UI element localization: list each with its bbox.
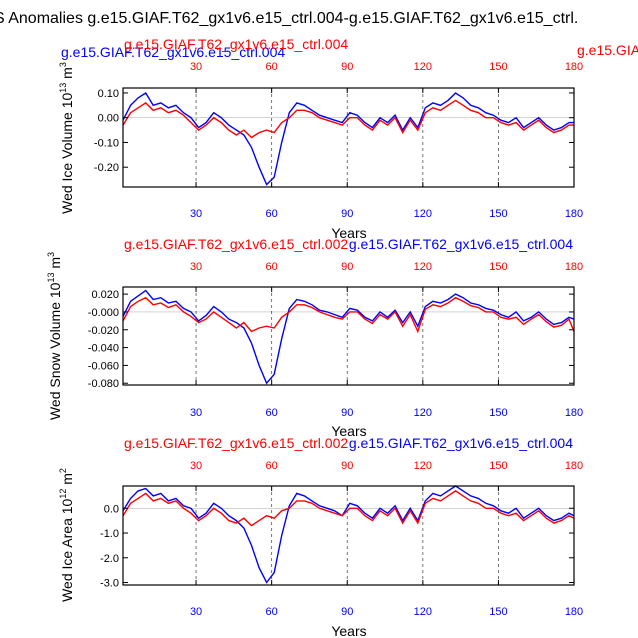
ytick-label: -2.0 [100, 553, 119, 565]
plot-frame [122, 87, 575, 188]
xtick-label-bottom: 90 [341, 606, 353, 618]
xtick-label-top: 90 [341, 61, 353, 73]
ytick-label: -1.0 [100, 528, 119, 540]
series-blue-line [122, 92, 574, 186]
xtick-label-bottom: 30 [190, 606, 202, 618]
panel1-xlabel: Years [331, 225, 366, 241]
xtick-label-top: 30 [190, 61, 202, 73]
ytick-label: -0.060 [88, 360, 119, 372]
series-red-line [122, 490, 575, 527]
xtick-label-bottom: 60 [266, 606, 278, 618]
xtick-label-top: 150 [489, 61, 507, 73]
ytick-label: 0.0 [104, 503, 119, 515]
panel1-left-run-label: g.e15.GIAF.T62_gx1v6.e15_ctrl.004 [61, 44, 285, 60]
panel2-ylabel: Wed Snow Volume 1013 m3 [46, 252, 63, 420]
xtick-label-top: 150 [489, 261, 507, 273]
panel-ice-volume: g.e15.GIAF.T62_gx1v6.e15_ctrl.004 g.e15.… [58, 36, 638, 241]
panel3-ylabel: Wed Ice Area 1012 m2 [58, 468, 75, 602]
ytick-label: 0.10 [98, 88, 119, 100]
ytick-label: -0.10 [94, 137, 119, 149]
xtick-label-top: 180 [565, 261, 583, 273]
xtick-label-top: 150 [489, 460, 507, 472]
xtick-label-top: 90 [341, 261, 353, 273]
xtick-label-top: 180 [565, 61, 583, 73]
panel3-xlabel: Years [331, 623, 366, 638]
xtick-label-top: 60 [266, 61, 278, 73]
xtick-label-bottom: 180 [565, 208, 583, 220]
ytick-label: 0.00 [98, 113, 119, 125]
figure-title: S Anomalies g.e15.GIAF.T62_gx1v6.e15_ctr… [0, 10, 578, 27]
series-blue-line [122, 289, 575, 385]
xtick-label-top: 120 [414, 261, 432, 273]
plot-frame [122, 286, 575, 386]
xtick-label-bottom: 60 [266, 407, 278, 419]
xtick-label-bottom: 180 [565, 407, 583, 419]
xtick-label-bottom: 180 [565, 606, 583, 618]
panel2-left-run-label: g.e15.GIAF.T62_gx1v6.e15_ctrl.002 [124, 236, 348, 252]
plot-snow-volume: 0.020 -0.000 -0.020 -0.040 -0.060 -0.080 30 30 6… [88, 261, 583, 419]
ytick-label: 0.020 [91, 289, 119, 301]
plot-frame [122, 485, 575, 586]
xtick-label-bottom: 60 [266, 208, 278, 220]
xtick-label-top: 30 [190, 460, 202, 472]
ytick-label: -0.000 [88, 307, 119, 319]
panel2-right-run-label: g.e15.GIAF.T62_gx1v6.e15_ctrl.004 [349, 236, 573, 252]
ytick-label: -0.020 [88, 325, 119, 337]
panel1-right-run-label: g.e15.GIAF.T62_gx1v6.e15_ctrl.002 [577, 42, 638, 58]
ytick-label: -0.080 [88, 378, 119, 390]
xtick-label-bottom: 120 [414, 606, 432, 618]
xtick-label-bottom: 150 [489, 208, 507, 220]
xtick-label-bottom: 150 [489, 407, 507, 419]
panel-snow-volume: g.e15.GIAF.T62_gx1v6.e15_ctrl.002 g.e15.… [46, 236, 583, 439]
panel-ice-area: g.e15.GIAF.T62_gx1v6.e15_ctrl.002 g.e15.… [58, 435, 583, 638]
xtick-label-bottom: 120 [414, 407, 432, 419]
xtick-label-bottom: 30 [190, 208, 202, 220]
panel1-center-run-label: g.e15.GIAF.T62_gx1v6.e15_ctrl.004 [124, 36, 348, 52]
xtick-label-top: 120 [414, 460, 432, 472]
ytick-label: -0.040 [88, 343, 119, 355]
panel1-ylabel: Wed Ice Volume 1013 m3 [58, 62, 75, 214]
xtick-label-top: 120 [414, 61, 432, 73]
xtick-label-bottom: 120 [414, 208, 432, 220]
xtick-label-top: 60 [266, 261, 278, 273]
plot-ice-area: 0.0 -1.0 -2.0 -3.0 30 30 60 60 90 90 120 120 150 150 1… [100, 460, 583, 618]
xtick-label-top: 90 [341, 460, 353, 472]
panel3-right-run-label: g.e15.GIAF.T62_gx1v6.e15_ctrl.004 [349, 435, 573, 451]
panel3-left-run-label: g.e15.GIAF.T62_gx1v6.e15_ctrl.002 [124, 435, 348, 451]
ytick-label: -0.20 [94, 162, 119, 174]
xtick-label-top: 180 [565, 460, 583, 472]
xtick-label-bottom: 30 [190, 407, 202, 419]
series-red-line [122, 296, 575, 334]
xtick-label-bottom: 90 [341, 208, 353, 220]
xtick-label-bottom: 150 [489, 606, 507, 618]
series-blue-line [122, 485, 575, 584]
series-red-line [122, 99, 574, 139]
xtick-label-top: 60 [266, 460, 278, 472]
ytick-label: -3.0 [100, 578, 119, 590]
plot-ice-volume: 0.10 0.00 -0.10 -0.20 30 30 60 60 90 90 120 120 150 1… [94, 61, 583, 220]
panel2-xlabel: Years [331, 423, 366, 439]
xtick-label-bottom: 90 [341, 407, 353, 419]
xtick-label-top: 30 [190, 261, 202, 273]
